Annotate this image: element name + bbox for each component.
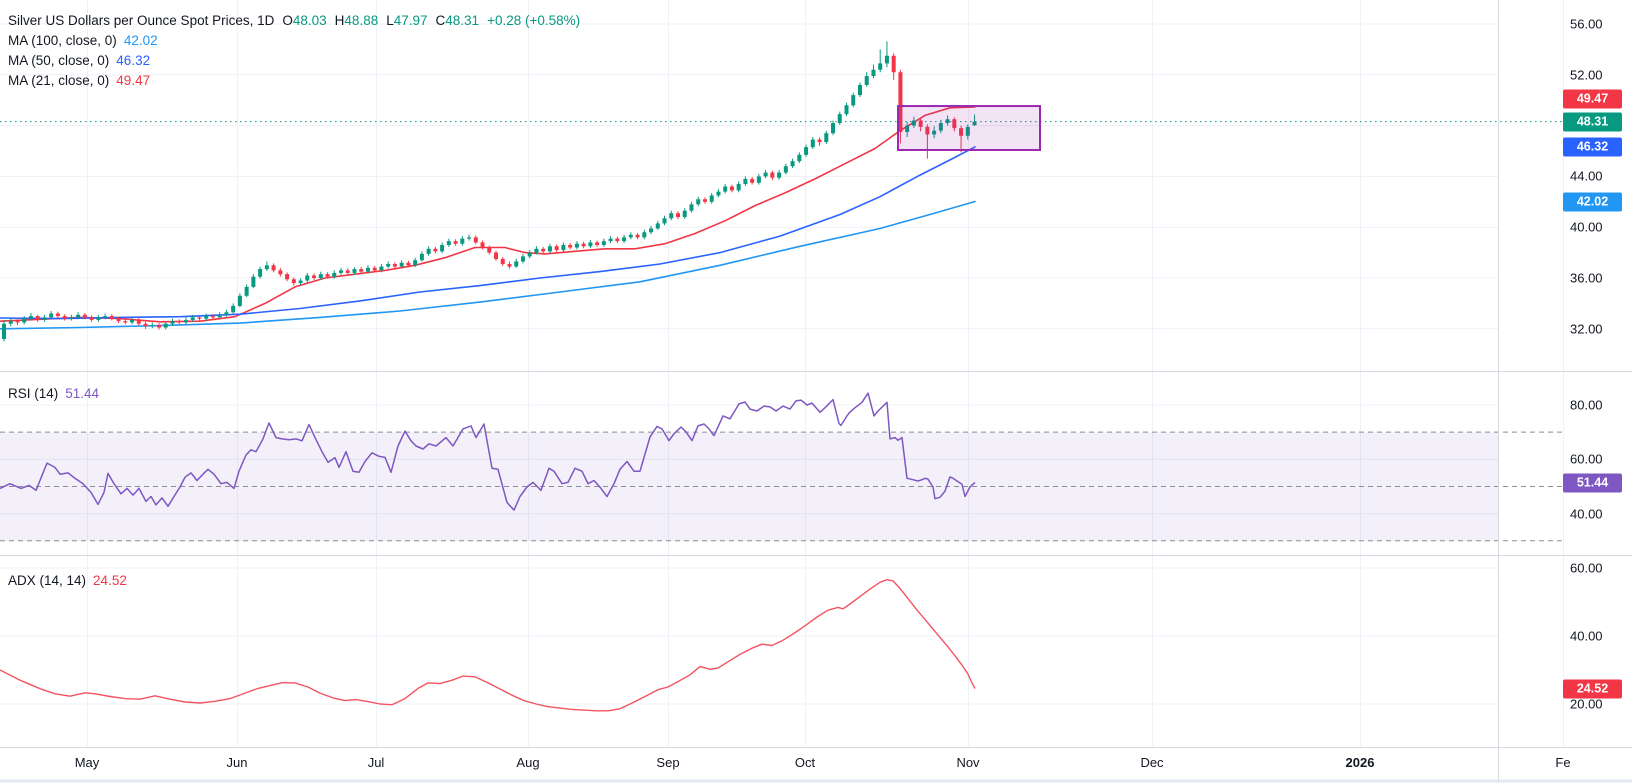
- main-legend: Silver US Dollars per Ounce Spot Prices,…: [8, 11, 580, 91]
- time-tick-label: Oct: [794, 755, 816, 770]
- ohlc-value: 48.03: [292, 13, 327, 28]
- rsi-tick-label: 60.00: [1570, 451, 1603, 467]
- time-tick-label: 2026: [1345, 755, 1375, 770]
- symbol-row[interactable]: Silver US Dollars per Ounce Spot Prices,…: [8, 11, 580, 31]
- adx-tick-label: 60.00: [1570, 560, 1603, 576]
- ma21-line: [0, 106, 976, 323]
- rsi-line: [0, 392, 976, 511]
- ma-label: MA (21, close, 0): [8, 73, 110, 88]
- time-tick-label: Jul: [367, 755, 385, 770]
- price-axis-badge: 49.47: [1563, 89, 1622, 109]
- price-axis-badge: 42.02: [1563, 192, 1622, 212]
- ohlc-value: 47.97: [393, 13, 428, 28]
- price-tick-label: 56.00: [1570, 16, 1603, 32]
- horizontal-gridlines: [0, 23, 1498, 705]
- ma-legend-row-1000[interactable]: MA (100, close, 0) 42.02: [8, 31, 580, 51]
- rsi-tick-label: 40.00: [1570, 506, 1603, 522]
- rsi-value: 51.44: [65, 386, 100, 401]
- ohlc-key: O: [282, 13, 293, 28]
- ma-value: 46.32: [116, 53, 151, 68]
- ma-label: MA (50, close, 0): [8, 53, 110, 68]
- rsi-tick-label: 80.00: [1570, 397, 1603, 413]
- time-tick-label: Aug: [516, 755, 540, 770]
- adx-tick-label: 40.00: [1570, 628, 1603, 644]
- time-tick-label: Sep: [656, 755, 680, 770]
- ohlc-value: 48.88: [344, 13, 379, 28]
- time-tick-label: Jun: [226, 755, 248, 770]
- rsi-label: RSI (14): [8, 386, 59, 401]
- ohlc-key: L: [386, 13, 394, 28]
- ohlc-values: O48.03 H48.88 L47.97 C48.31: [274, 13, 479, 28]
- ma-legend-row-210[interactable]: MA (21, close, 0) 49.47: [8, 71, 580, 91]
- adx-label: ADX (14, 14): [8, 573, 87, 588]
- price-tick-label: 32.00: [1570, 321, 1603, 337]
- ohlc-key: H: [334, 13, 345, 28]
- ma-value: 42.02: [123, 33, 158, 48]
- time-tick-label: Dec: [1140, 755, 1164, 770]
- ma-value: 49.47: [116, 73, 151, 88]
- vertical-gridlines: [87, 0, 1564, 746]
- ma-legend: MA (100, close, 0) 42.02 MA (50, close, 0)…: [8, 31, 580, 91]
- rsi-legend[interactable]: RSI (14) 51.44: [8, 384, 99, 404]
- adx-axis-badge: 24.52: [1563, 679, 1622, 699]
- ohlc-key: C: [435, 13, 446, 28]
- price-tick-label: 52.00: [1570, 67, 1603, 83]
- time-tick-label: Fe: [1555, 755, 1571, 770]
- price-change: +0.28 (+0.58%): [487, 13, 581, 28]
- price-tick-label: 40.00: [1570, 219, 1603, 235]
- time-tick-label: May: [74, 755, 100, 770]
- time-tick-label: Nov: [956, 755, 980, 770]
- highlight-box[interactable]: [897, 105, 1041, 151]
- ma100-line: [0, 200, 976, 330]
- price-tick-label: 36.00: [1570, 270, 1603, 286]
- price-axis-badge: 48.31: [1563, 112, 1622, 132]
- price-axis-badge: 46.32: [1563, 137, 1622, 157]
- ohlc-value: 48.31: [445, 13, 480, 28]
- ma-label: MA (100, close, 0): [8, 33, 117, 48]
- adx-tick-label: 20.00: [1570, 696, 1603, 712]
- price-tick-label: 44.00: [1570, 168, 1603, 184]
- adx-legend[interactable]: ADX (14, 14) 24.52: [8, 571, 127, 591]
- candles-series: [2, 41, 977, 342]
- symbol-title: Silver US Dollars per Ounce Spot Prices,…: [8, 13, 275, 28]
- adx-value: 24.52: [93, 573, 127, 588]
- ma50-line: [0, 146, 976, 320]
- adx-line: [0, 578, 976, 712]
- ma-legend-row-500[interactable]: MA (50, close, 0) 46.32: [8, 51, 580, 71]
- rsi-axis-badge: 51.44: [1563, 473, 1622, 493]
